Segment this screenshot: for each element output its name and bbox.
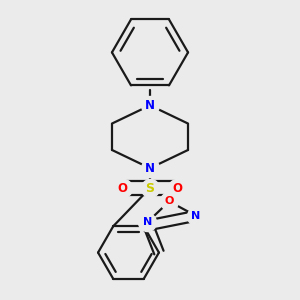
Text: N: N (142, 218, 152, 227)
Text: S: S (146, 182, 154, 194)
Text: O: O (118, 182, 128, 194)
Text: O: O (164, 196, 174, 206)
Text: N: N (145, 162, 155, 175)
Text: O: O (172, 182, 182, 194)
Text: N: N (191, 211, 201, 221)
Text: N: N (145, 99, 155, 112)
